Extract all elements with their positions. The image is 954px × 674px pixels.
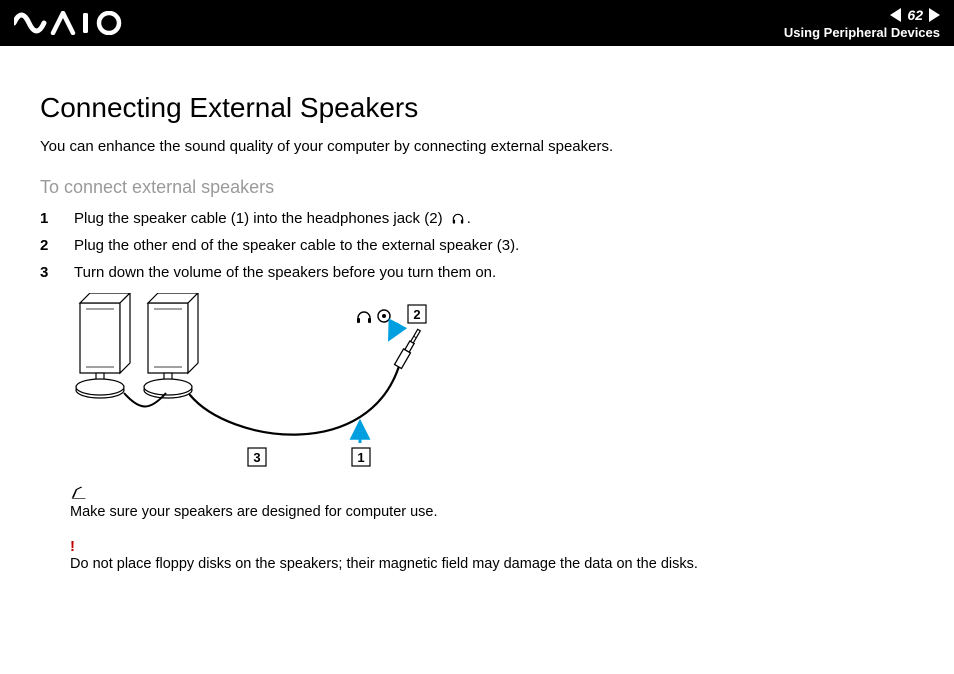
intro-text: You can enhance the sound quality of you…: [40, 138, 914, 155]
step-item: 1 Plug the speaker cable (1) into the he…: [40, 210, 914, 227]
footnotes: Make sure your speakers are designed for…: [70, 486, 914, 572]
page-content: Connecting External Speakers You can enh…: [0, 46, 954, 572]
headphones-icon: [451, 212, 465, 226]
svg-text:3: 3: [253, 450, 260, 465]
section-label: Using Peripheral Devices: [784, 25, 940, 40]
header-right: 62 Using Peripheral Devices: [784, 7, 940, 40]
page-number: 62: [907, 7, 923, 23]
prev-page-arrow-icon[interactable]: [890, 8, 901, 22]
warning-note-text: Do not place floppy disks on the speaker…: [70, 556, 914, 572]
subtitle: To connect external speakers: [40, 177, 914, 198]
page-title: Connecting External Speakers: [40, 92, 914, 124]
step-number: 3: [40, 264, 54, 281]
info-note: Make sure your speakers are designed for…: [70, 486, 914, 520]
step-number: 2: [40, 237, 54, 254]
step-item: 2 Plug the other end of the speaker cabl…: [40, 237, 914, 254]
svg-text:1: 1: [357, 450, 364, 465]
svg-text:2: 2: [413, 307, 420, 322]
warning-note: ! Do not place floppy disks on the speak…: [70, 538, 914, 572]
step-text: Turn down the volume of the speakers bef…: [74, 264, 496, 281]
step-list: 1 Plug the speaker cable (1) into the he…: [40, 210, 914, 281]
next-page-arrow-icon[interactable]: [929, 8, 940, 22]
step-item: 3 Turn down the volume of the speakers b…: [40, 264, 914, 281]
vaio-logo: [14, 11, 144, 35]
connection-diagram: 1 2 3: [70, 293, 914, 478]
page-header: 62 Using Peripheral Devices: [0, 0, 954, 46]
warning-exclamation-icon: !: [70, 538, 75, 555]
note-pencil-icon: [70, 486, 88, 503]
step-number: 1: [40, 210, 54, 227]
step-text: Plug the speaker cable (1) into the head…: [74, 210, 471, 227]
info-note-text: Make sure your speakers are designed for…: [70, 504, 914, 520]
step-text: Plug the other end of the speaker cable …: [74, 237, 519, 254]
page-nav: 62: [890, 7, 940, 23]
